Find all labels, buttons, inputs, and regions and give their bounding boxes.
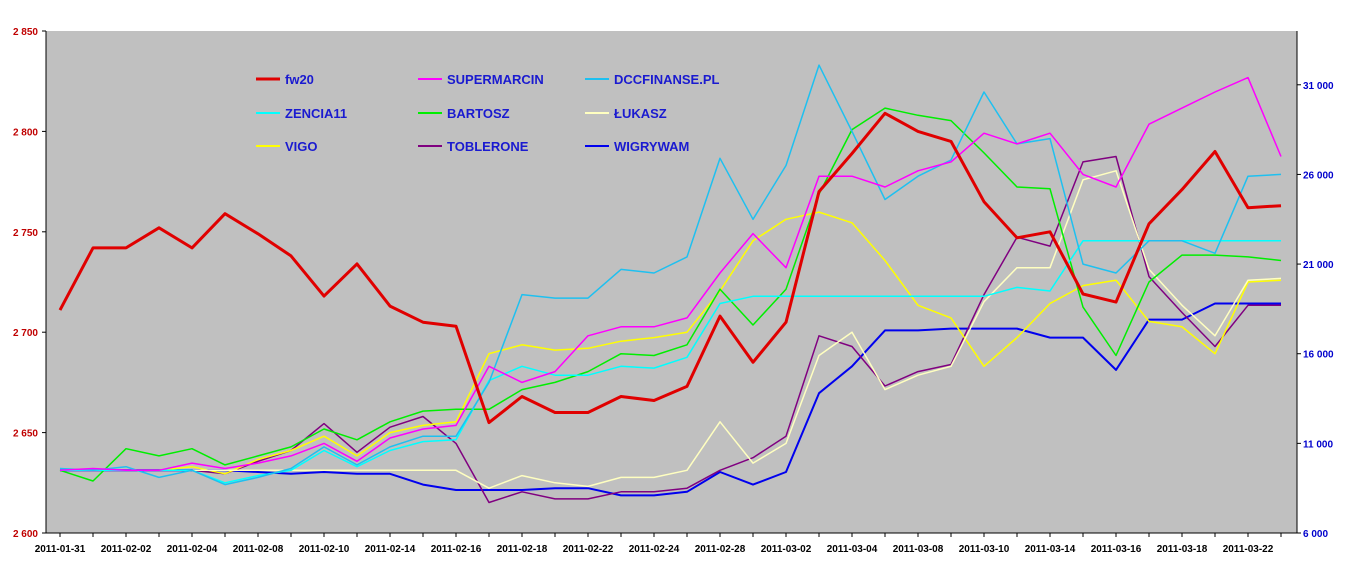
x-tick-label: 2011-02-04 — [167, 544, 218, 555]
series-line-supermarcin — [59, 76, 1282, 472]
x-tick-label: 2011-03-08 — [893, 544, 944, 555]
left-tick-label: 2 800 — [13, 127, 38, 138]
x-tick-label: 2011-03-16 — [1091, 544, 1142, 555]
x-tick-label: 2011-02-28 — [695, 544, 746, 555]
legend-label: ŁUKASZ — [614, 106, 667, 121]
series-line-toblerone — [60, 155, 1281, 504]
x-tick-label: 2011-03-18 — [1157, 544, 1208, 555]
x-tick-label: 2011-02-14 — [365, 544, 416, 555]
legend-label: fw20 — [285, 72, 314, 87]
x-tick-label: 2011-01-31 — [35, 544, 86, 555]
series-layer — [58, 64, 1282, 504]
right-axis: 6 000 11 000 16 000 21 000 26 000 31 000 — [1296, 31, 1334, 540]
legend-label: DCCFINANSE.PL — [614, 72, 720, 87]
x-tick-label: 2011-02-10 — [299, 544, 350, 555]
right-tick-label: 11 000 — [1303, 439, 1333, 450]
series-line-wigrywam — [60, 302, 1281, 497]
x-tick-label: 2011-03-22 — [1223, 544, 1274, 555]
left-tick-label: 2 700 — [13, 328, 38, 339]
right-tick-label: 31 000 — [1303, 81, 1334, 92]
right-tick-label: 26 000 — [1303, 170, 1334, 181]
legend-label: BARTOSZ — [447, 106, 510, 121]
left-tick-label: 2 650 — [13, 429, 38, 440]
series-line-fw20 — [58, 111, 1282, 425]
series-line--ukasz — [60, 170, 1282, 489]
left-tick-label: 2 600 — [13, 529, 38, 540]
legend: fw20 SUPERMARCIN DCCFINANSE.PL ZENCIA11 BART… — [256, 72, 720, 154]
x-tick-label: 2011-03-10 — [959, 544, 1010, 555]
legend-label: TOBLERONE — [447, 139, 529, 154]
x-tick-label: 2011-02-22 — [563, 544, 614, 555]
left-tick-label: 2 850 — [13, 27, 38, 38]
x-tick-label: 2011-02-24 — [629, 544, 680, 555]
legend-label: WIGRYWAM — [614, 139, 689, 154]
left-axis: 2 600 2 650 2 700 2 750 2 800 2 850 — [13, 27, 47, 540]
x-tick-label: 2011-03-14 — [1025, 544, 1076, 555]
left-tick-label: 2 750 — [13, 228, 38, 239]
series-line-zencia11 — [60, 240, 1281, 484]
x-tick-label: 2011-02-02 — [101, 544, 152, 555]
series-line-bartosz — [59, 107, 1282, 482]
legend-label: SUPERMARCIN — [447, 72, 544, 87]
x-tick-label: 2011-02-08 — [233, 544, 284, 555]
right-tick-label: 21 000 — [1303, 260, 1334, 271]
plot-area — [46, 31, 1297, 533]
x-tick-label: 2011-02-16 — [431, 544, 482, 555]
legend-label: ZENCIA11 — [285, 106, 347, 121]
legend-label: VIGO — [285, 139, 318, 154]
x-tick-label: 2011-03-04 — [827, 544, 878, 555]
x-tick-label: 2011-03-02 — [761, 544, 812, 555]
x-axis: 2011-01-31 2011-02-02 2011-02-04 2011-02-08… — [35, 532, 1297, 555]
x-tick-label: 2011-02-18 — [497, 544, 548, 555]
series-line-dccfinanse-pl — [59, 64, 1282, 486]
right-tick-label: 16 000 — [1303, 350, 1334, 361]
right-tick-label: 6 000 — [1303, 529, 1328, 540]
